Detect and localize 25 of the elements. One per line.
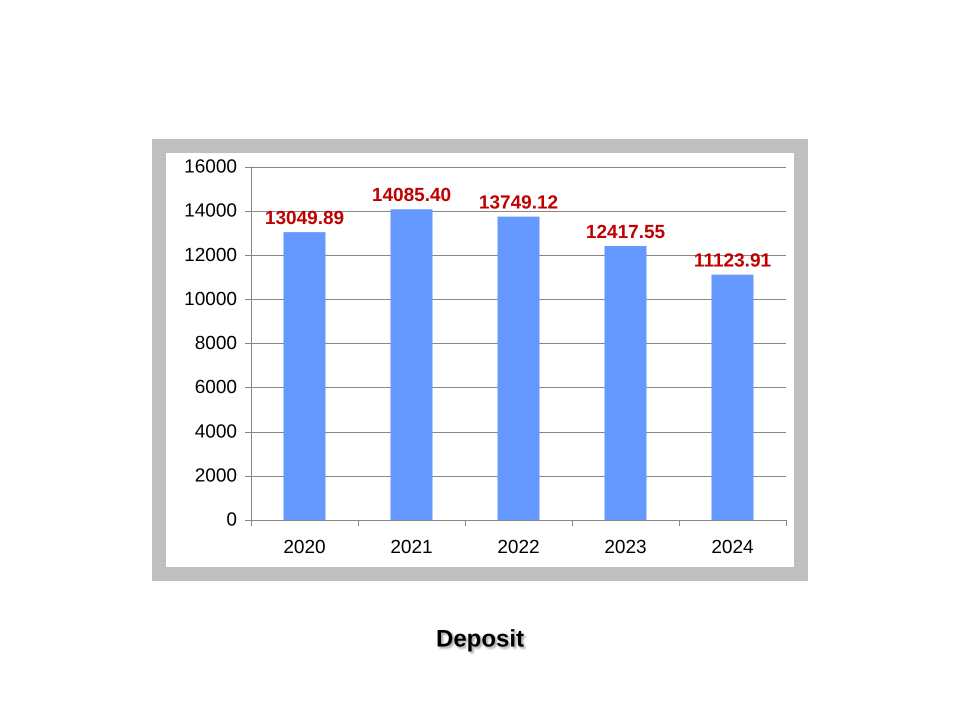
x-tick-label: 2021 bbox=[390, 537, 433, 558]
y-tick-label: 4000 bbox=[194, 421, 237, 442]
bar bbox=[604, 246, 646, 520]
y-tick-label: 16000 bbox=[184, 156, 237, 178]
x-tick-label: 2022 bbox=[497, 537, 540, 558]
text: Deposit bbox=[436, 626, 524, 652]
y-tick-label: 0 bbox=[226, 510, 237, 530]
x-tick-label: 2024 bbox=[711, 537, 754, 558]
x-tick-label: 2020 bbox=[283, 537, 326, 558]
y-tick-label: 8000 bbox=[194, 333, 237, 354]
bar bbox=[284, 232, 326, 520]
y-tick-label: 6000 bbox=[194, 377, 237, 398]
bar bbox=[390, 209, 432, 520]
y-tick-label: 10000 bbox=[184, 288, 237, 310]
data-label: 12417.55 bbox=[586, 222, 666, 244]
data-label: 13749.12 bbox=[478, 192, 558, 214]
data-label: 11123.91 bbox=[694, 250, 772, 272]
bar bbox=[498, 216, 540, 520]
y-tick-label: 14000 bbox=[184, 200, 237, 222]
x-tick-label: 2023 bbox=[604, 537, 647, 558]
data-label: 14085.40 bbox=[372, 185, 452, 206]
bar bbox=[712, 274, 754, 520]
data-label: 13049.89 bbox=[264, 208, 344, 230]
y-tick-label: 12000 bbox=[184, 244, 237, 266]
y-tick-label: 2000 bbox=[194, 465, 237, 486]
